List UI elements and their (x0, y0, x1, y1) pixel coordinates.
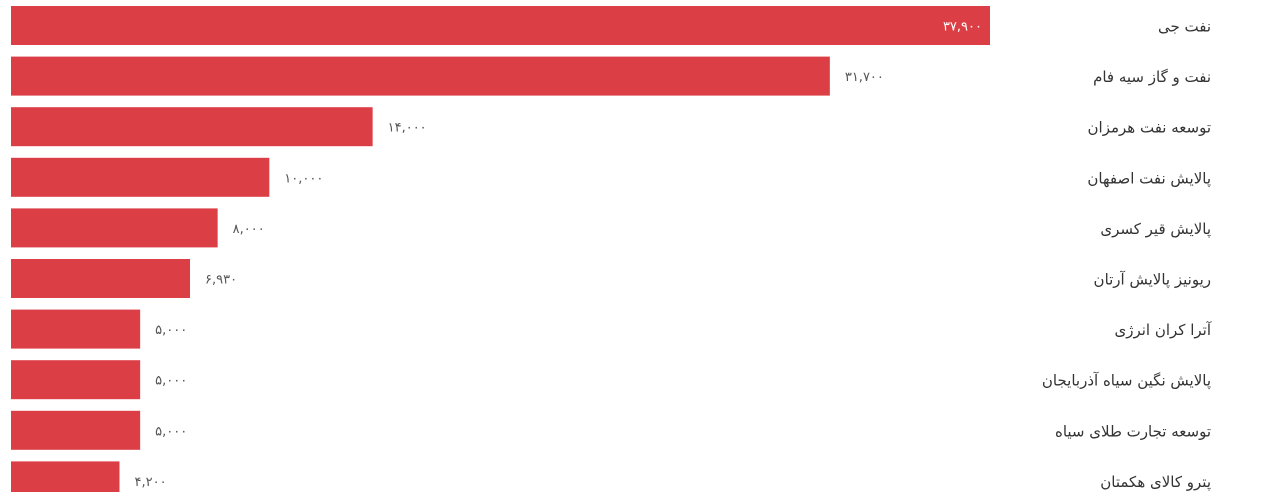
category-label: پترو کالای هکمتان (1100, 473, 1211, 492)
bar (11, 410, 141, 450)
bar (11, 6, 990, 45)
value-label: ۸,۰۰۰ (233, 222, 265, 237)
value-label: ۱۰,۰۰۰ (284, 171, 323, 186)
category-label: آترا کران انرژی (1114, 321, 1211, 339)
bar (11, 309, 141, 349)
value-label: ۳۷,۹۰۰ (943, 20, 982, 35)
value-label: ۶,۹۳۰ (205, 273, 237, 288)
category-label: توسعه نفت هرمزان (1088, 119, 1211, 137)
value-label: ۴,۲۰۰ (134, 475, 166, 490)
bar (11, 259, 191, 298)
value-label: ۵,۰۰۰ (155, 424, 187, 439)
value-label: ۵,۰۰۰ (155, 374, 187, 389)
bar (11, 56, 830, 96)
category-label: نفت و گاز سیه فام (1093, 68, 1211, 86)
category-label: پالایش نگین سیاه آذربایجان (1042, 372, 1211, 391)
value-label: ۵,۰۰۰ (155, 323, 187, 338)
bar (11, 360, 141, 400)
bar (11, 107, 373, 147)
value-label: ۳۱,۷۰۰ (845, 70, 884, 85)
bar (11, 461, 120, 496)
category-label: نفت جی (1158, 18, 1211, 36)
bar (11, 208, 218, 248)
category-label: پالایش قیر کسری (1100, 220, 1211, 239)
category-label: توسعه تجارت طلای سیاه (1055, 422, 1211, 440)
value-label: ۱۴,۰۰۰ (388, 121, 427, 136)
category-label: ریونیز پالایش آرتان (1094, 271, 1211, 290)
category-label: پالایش نفت اصفهان (1087, 169, 1211, 188)
bar (11, 157, 270, 197)
